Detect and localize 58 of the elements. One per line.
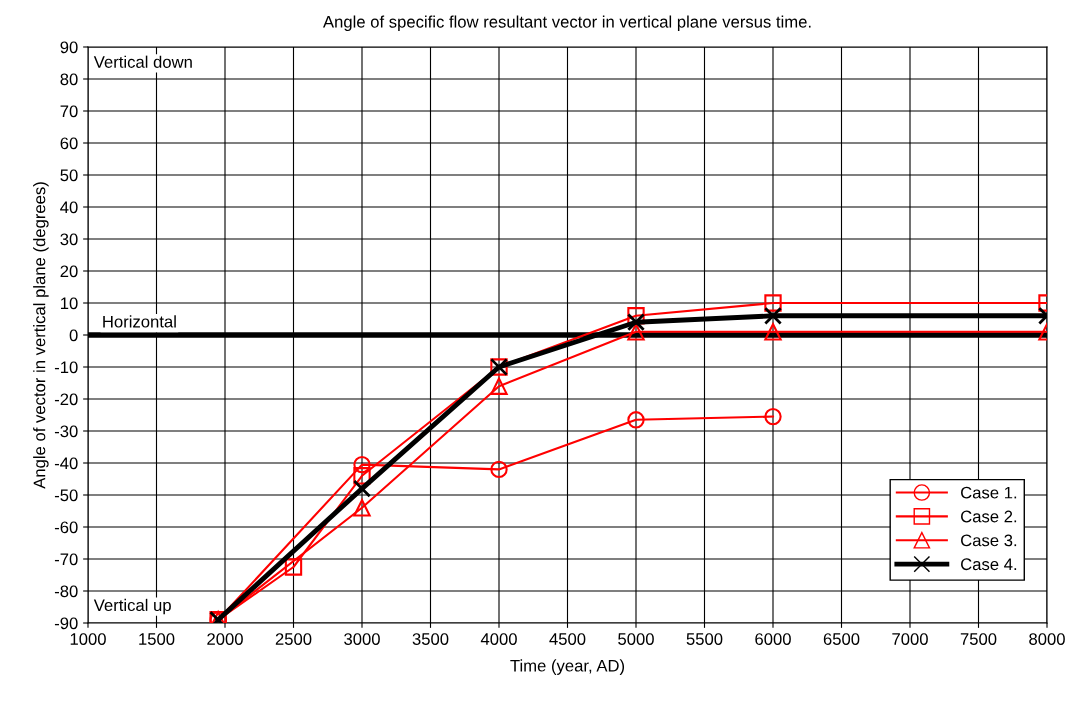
point [353, 467, 371, 485]
x-axis-title: Time (year, AD) [510, 659, 625, 675]
y-tick-label: -20 [54, 393, 78, 406]
point [490, 460, 508, 479]
chart-title: Angle of specific flow resultant vector in vertical plane versus time. [323, 15, 811, 32]
point [764, 407, 782, 426]
y-tick-label: -40 [54, 457, 78, 470]
y-tick-label: -10 [54, 361, 78, 374]
y-tick-label: -50 [54, 489, 78, 502]
point [353, 499, 371, 517]
point [626, 313, 646, 332]
x-tick-label: 3500 [412, 633, 449, 645]
y-tick-label: -90 [54, 617, 78, 630]
y-axis-title: Angle of vector in vertical plane (degrees) [33, 182, 49, 489]
y-tick-label: 40 [60, 201, 78, 214]
point [353, 455, 371, 474]
x-tick-label: 7500 [960, 633, 997, 645]
y-tick-label: 90 [60, 41, 78, 54]
x-tick-label: 6000 [755, 633, 791, 645]
point [490, 377, 508, 395]
point [284, 558, 303, 576]
legend-label: Case 1. [961, 486, 1017, 499]
legend-label: Case 4. [961, 558, 1017, 571]
point [763, 306, 783, 325]
legend-label: Case 2. [961, 510, 1017, 523]
x-tick-label: 7000 [892, 633, 928, 645]
x-tick-label: 2500 [275, 633, 312, 645]
y-tick-label: 30 [60, 233, 78, 246]
x-tick-label: 4500 [549, 633, 586, 645]
legend-label: Case 3. [961, 534, 1017, 547]
y-tick-label: 20 [60, 265, 78, 278]
point [627, 411, 645, 429]
annotation: Vertical up [93, 598, 171, 615]
y-tick-label: -60 [54, 521, 78, 534]
point [764, 323, 782, 341]
x-tick-label: 3000 [344, 633, 380, 645]
x-tick-label: 6500 [823, 633, 860, 645]
y-tick-label: 10 [61, 297, 78, 310]
y-tick-label: 50 [60, 169, 78, 182]
point [352, 479, 372, 498]
x-tick-label: 4000 [480, 633, 517, 645]
y-tick-label: -80 [54, 585, 78, 598]
annotation: Vertical down [93, 55, 192, 68]
y-tick-label: -30 [54, 425, 78, 438]
x-tick-label: 5500 [686, 633, 723, 645]
x-tick-label: 1500 [139, 633, 175, 645]
x-tick-label: 5000 [618, 633, 654, 645]
point [764, 294, 782, 312]
ref-line-label: Horizontal [103, 315, 176, 328]
point [627, 323, 645, 341]
y-tick-label: 80 [60, 73, 78, 86]
x-tick-label: 1000 [70, 633, 106, 645]
y-tick-label: -70 [54, 553, 78, 566]
y-tick-label: 60 [60, 137, 78, 150]
y-tick-label: 70 [60, 105, 78, 118]
x-tick-label: 2000 [207, 633, 243, 645]
y-tick-label: 0 [69, 329, 78, 342]
x-tick-label: 8000 [1029, 633, 1065, 645]
